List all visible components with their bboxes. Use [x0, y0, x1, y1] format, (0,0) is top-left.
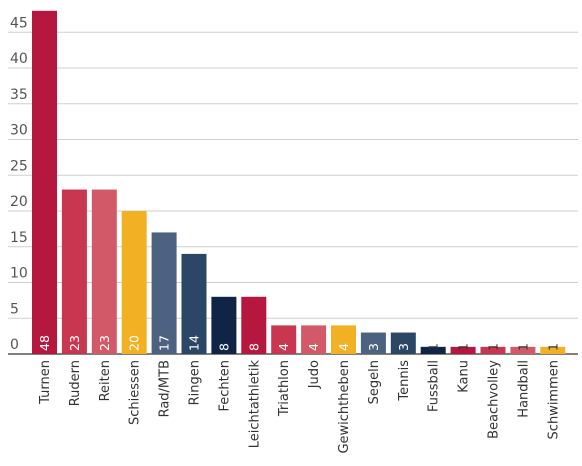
y-tick-label: 45	[10, 15, 28, 31]
value-label: 3	[396, 343, 411, 351]
bar-reiten	[91, 189, 117, 354]
x-tick-label: Rad/MTB	[158, 360, 173, 417]
y-tick-label: 25	[10, 158, 28, 174]
y-tick-label: 35	[10, 87, 28, 103]
bar-kanu	[450, 346, 476, 354]
value-label: 20	[127, 335, 142, 351]
x-tick-label: Triathlon	[277, 360, 292, 417]
x-tick-label: Segeln	[367, 360, 382, 404]
y-tick-label: 30	[10, 123, 28, 139]
x-tick-label: Fussball	[427, 360, 442, 412]
value-label: 8	[216, 343, 231, 351]
x-tick-label: Fechten	[217, 360, 232, 412]
value-label: 4	[336, 343, 351, 351]
value-label: 23	[67, 335, 82, 351]
value-label: 1	[545, 343, 560, 351]
value-label: 1	[456, 343, 471, 351]
x-tick-label: Ringen	[188, 360, 203, 405]
x-tick-label: Beachvolley	[487, 360, 502, 439]
bar-triathlon	[271, 325, 297, 354]
x-tick-label: Gewichtheben	[337, 360, 352, 454]
bar-fechten	[211, 296, 237, 354]
bar-schiessen	[121, 211, 147, 354]
value-label: 1	[486, 343, 501, 351]
y-tick-label: 20	[10, 194, 28, 210]
value-label: 3	[366, 343, 381, 351]
x-tick-label: Schiessen	[128, 360, 143, 425]
bar-rad-mtb	[151, 232, 177, 354]
x-tick-label: Schwimmen	[546, 360, 561, 439]
value-label: 17	[157, 335, 172, 351]
x-tick-label: Tennis	[397, 360, 412, 402]
x-tick-label: Leichtathletik	[247, 360, 262, 449]
bar-schwimmen	[540, 346, 566, 354]
bar-rudern	[61, 189, 87, 354]
bar-gewichtheben	[331, 325, 356, 354]
value-label: 4	[306, 343, 321, 351]
y-tick-label: 5	[10, 301, 19, 317]
y-axis-ticks: 0 5 10 15 20 25 30 35 40 45	[10, 15, 28, 353]
x-axis-labels: Turnen Rudern Reiten Schiessen Rad/MTB Ringen…	[38, 360, 561, 454]
x-tick-label: Reiten	[98, 360, 113, 401]
x-tick-label: Kanu	[457, 360, 472, 393]
value-label: 23	[97, 335, 112, 351]
x-tick-label: Rudern	[68, 360, 83, 406]
value-label: 8	[246, 343, 261, 351]
bar-leichtathletik	[241, 296, 267, 354]
y-tick-label: 15	[10, 230, 28, 246]
bar-ringen	[181, 253, 207, 354]
value-labels: 48 23 23 20 17 14 8 8 4 4 4 3 3 1 1 1 1 1	[37, 335, 560, 351]
value-label: 1	[515, 343, 530, 351]
value-label: 48	[37, 335, 52, 351]
value-label: 14	[187, 335, 202, 351]
value-label: 4	[276, 343, 291, 351]
x-tick-label: Turnen	[38, 360, 53, 405]
bar-tennis	[390, 332, 416, 354]
bar-turnen	[32, 10, 57, 355]
x-tick-label: Handball	[516, 360, 531, 418]
value-label: 1	[426, 343, 441, 351]
y-tick-label: 10	[10, 266, 28, 282]
x-tick-label: Judo	[307, 360, 322, 389]
y-tick-label: 40	[10, 51, 28, 67]
bar-segeln	[360, 332, 386, 354]
y-tick-label: 0	[10, 337, 19, 353]
bar-judo	[301, 325, 327, 354]
bar-beachvolley	[480, 346, 506, 354]
bar-handball	[510, 346, 536, 354]
bars	[32, 10, 566, 355]
bar-fussball	[420, 346, 446, 354]
